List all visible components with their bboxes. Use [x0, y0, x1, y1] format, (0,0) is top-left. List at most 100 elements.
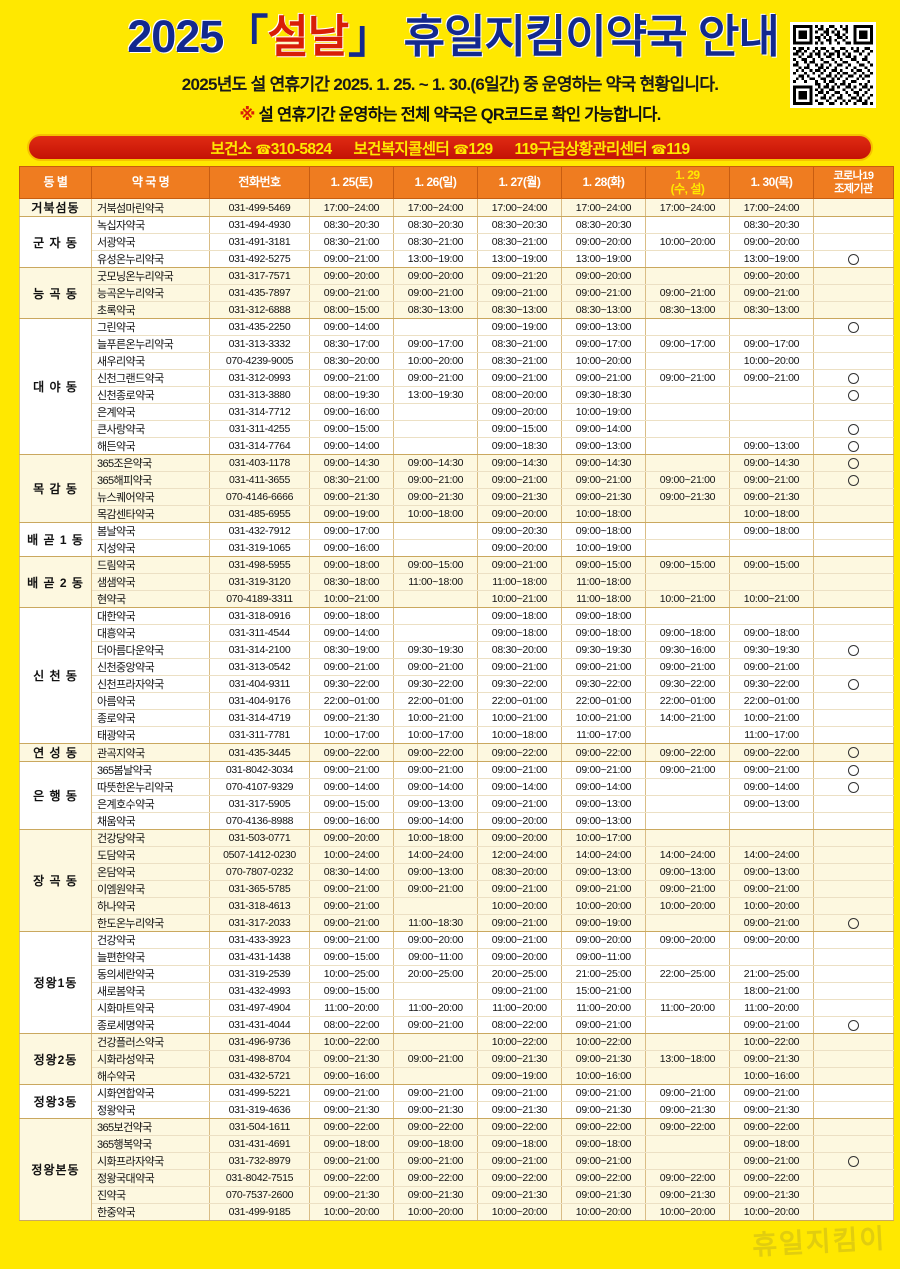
hours-cell-day-0: 09:00~16:00 [309, 403, 394, 421]
hours-cell-day-0: 10:00~20:00 [309, 1203, 394, 1221]
hours-cell-day-2: 09:00~21:00 [477, 914, 562, 932]
hours-cell-day-1: 09:00~21:30 [393, 1186, 478, 1204]
hours-cell-day-4: 10:00~21:00 [645, 590, 730, 608]
covid-dispensing-cell [813, 778, 894, 796]
hours-cell-day-5: 09:00~14:30 [729, 454, 814, 472]
covid-dispensing-cell [813, 505, 894, 523]
qr-code[interactable] [790, 22, 876, 108]
hours-cell-day-4: 22:00~25:00 [645, 965, 730, 983]
table-row: 샘샘약국 031-319-3120 08:30~18:00 11:00~18:00 11… [20, 573, 894, 591]
hours-cell-day-0: 09:00~21:00 [309, 897, 394, 915]
table-row: 따뜻한온누리약국 070-4107-9329 09:00~14:00 09:00~14… [20, 778, 894, 796]
pharmacy-name-cell: 녹십자약국 [91, 216, 210, 234]
hours-cell-day-1: 09:00~14:30 [393, 454, 478, 472]
hours-cell-day-1 [393, 522, 478, 540]
hours-cell-day-3: 11:00~18:00 [561, 573, 646, 591]
hours-cell-day-3: 22:00~01:00 [561, 692, 646, 710]
hours-cell-day-5: 09:00~21:00 [729, 471, 814, 489]
hours-cell-day-5 [729, 403, 814, 421]
hours-cell-day-2: 09:00~21:20 [477, 267, 562, 285]
hours-cell-day-0: 08:30~17:00 [309, 335, 394, 353]
hours-cell-day-1: 10:00~20:00 [393, 1203, 478, 1221]
hours-cell-day-3: 09:00~21:00 [561, 1084, 646, 1102]
hours-cell-day-1: 09:00~11:00 [393, 948, 478, 966]
hours-cell-day-3: 09:00~21:00 [561, 658, 646, 676]
hours-cell-day-4: 09:00~22:00 [645, 1118, 730, 1136]
pharmacy-name-cell: 신천그랜드약국 [91, 369, 210, 387]
table-row: 도담약국 0507-1412-0230 10:00~24:00 14:00~24:00… [20, 846, 894, 864]
pharmacy-phone-cell: 031-312-0993 [209, 369, 310, 387]
hours-cell-day-3: 09:00~21:00 [561, 761, 646, 779]
covid-dispensing-cell [813, 471, 894, 489]
pharmacy-phone-cell: 031-404-9176 [209, 692, 310, 710]
hours-cell-day-3: 09:00~14:00 [561, 778, 646, 796]
hours-cell-day-4: 09:00~17:00 [645, 335, 730, 353]
hours-cell-day-3: 10:00~20:00 [561, 897, 646, 915]
hours-cell-day-2: 09:00~21:00 [477, 1152, 562, 1170]
table-row: 지성약국 031-319-1065 09:00~16:00 09:00~20:00 10… [20, 539, 894, 557]
hours-cell-day-0: 09:00~14:00 [309, 318, 394, 336]
table-row: 연 성 동 관곡지약국 031-435-3445 09:00~22:00 09:00~2… [19, 743, 894, 762]
hours-cell-day-1: 09:00~22:00 [393, 1118, 478, 1136]
pharmacy-name-cell: 아름약국 [91, 692, 210, 710]
pharmacy-name-cell: 거북섬마린약국 [91, 198, 210, 217]
table-row: 늘편한약국 031-431-1438 09:00~15:00 09:00~11:00 0… [20, 948, 894, 966]
pharmacy-name-cell: 종로약국 [91, 709, 210, 727]
contact-bar: 보건소 ☎310-5824 보건복지콜센터 ☎129 119구급상황관리센터 ☎11… [27, 134, 873, 161]
table-row: 군 자 동 녹십자약국 031-494-4930 08:30~20:30 08:30~2… [19, 216, 894, 268]
pharmacy-name-cell: 시화프라자약국 [91, 1152, 210, 1170]
pharmacy-name-cell: 현약국 [91, 590, 210, 608]
covid-dispensing-cell [813, 999, 894, 1017]
covid-dispensing-cell [813, 914, 894, 932]
hours-cell-day-5 [729, 420, 814, 438]
hours-cell-day-5: 09:30~22:00 [729, 675, 814, 693]
hours-cell-day-1 [393, 897, 478, 915]
hours-cell-day-5: 09:00~20:00 [729, 233, 814, 251]
table-row: 유성온누리약국 031-492-5275 09:00~21:00 13:00~19:0… [20, 250, 894, 268]
hours-cell-day-1: 09:30~22:00 [393, 675, 478, 693]
table-row: 능곡온누리약국 031-435-7897 09:00~21:00 09:00~21:0… [20, 284, 894, 302]
covid-dispensing-cell [813, 1050, 894, 1068]
covid-dispensing-cell [813, 829, 894, 847]
circle-mark-icon [848, 1155, 859, 1167]
pharmacy-phone-cell: 031-496-9736 [209, 1033, 310, 1051]
hours-cell-day-4: 09:00~21:30 [645, 1186, 730, 1204]
covid-dispensing-cell [813, 454, 894, 472]
circle-mark-icon [848, 678, 859, 690]
contact-name: 보건소 [210, 140, 256, 158]
hours-cell-day-3: 09:00~13:00 [561, 812, 646, 830]
hours-cell-day-4 [645, 250, 730, 268]
subtitle-qr-note: ※ 설 연휴기간 운영하는 전체 약국은 QR코드로 확인 가능합니다. [0, 101, 900, 125]
hours-cell-day-1: 10:00~18:00 [393, 505, 478, 523]
circle-mark-icon [848, 321, 859, 333]
hours-cell-day-2: 20:00~25:00 [477, 965, 562, 983]
hours-cell-day-4: 09:00~21:00 [645, 369, 730, 387]
covid-dispensing-cell [813, 267, 894, 285]
column-header-8: 1. 30(목) [729, 166, 814, 199]
hours-cell-day-1: 11:00~18:30 [393, 914, 478, 932]
hours-cell-day-3: 13:00~19:00 [561, 250, 646, 268]
hours-cell-day-0: 11:00~20:00 [309, 999, 394, 1017]
hours-cell-day-1: 09:00~21:00 [393, 1152, 478, 1170]
table-row: 뉴스퀘어약국 070-4146-6666 09:00~21:30 09:00~21:3… [20, 488, 894, 506]
hours-cell-day-3: 09:00~17:00 [561, 335, 646, 353]
hours-cell-day-5: 09:00~15:00 [729, 556, 814, 574]
hours-cell-day-2: 09:00~21:00 [477, 795, 562, 813]
hours-cell-day-2: 09:00~21:00 [477, 761, 562, 779]
hours-cell-day-0: 09:00~18:00 [309, 556, 394, 574]
hours-cell-day-4 [645, 437, 730, 455]
hours-cell-day-2: 09:30~22:00 [477, 675, 562, 693]
hours-cell-day-5: 09:30~19:30 [729, 641, 814, 659]
covid-dispensing-cell [813, 743, 894, 762]
hours-cell-day-2: 09:00~19:00 [477, 1067, 562, 1085]
hours-cell-day-4 [645, 352, 730, 370]
hours-cell-day-4: 09:00~21:00 [645, 880, 730, 898]
note-text: 설 연휴기간 운영하는 전체 약국은 QR코드로 확인 가능합니다. [258, 106, 662, 124]
pharmacy-phone-cell: 031-319-3120 [209, 573, 310, 591]
hours-cell-day-4: 09:00~22:00 [645, 743, 730, 762]
pharmacy-name-cell: 시화마트약국 [91, 999, 210, 1017]
hours-cell-day-5 [729, 829, 814, 847]
column-header-2: 전화번호 [209, 166, 310, 199]
covid-dispensing-cell [813, 1135, 894, 1153]
